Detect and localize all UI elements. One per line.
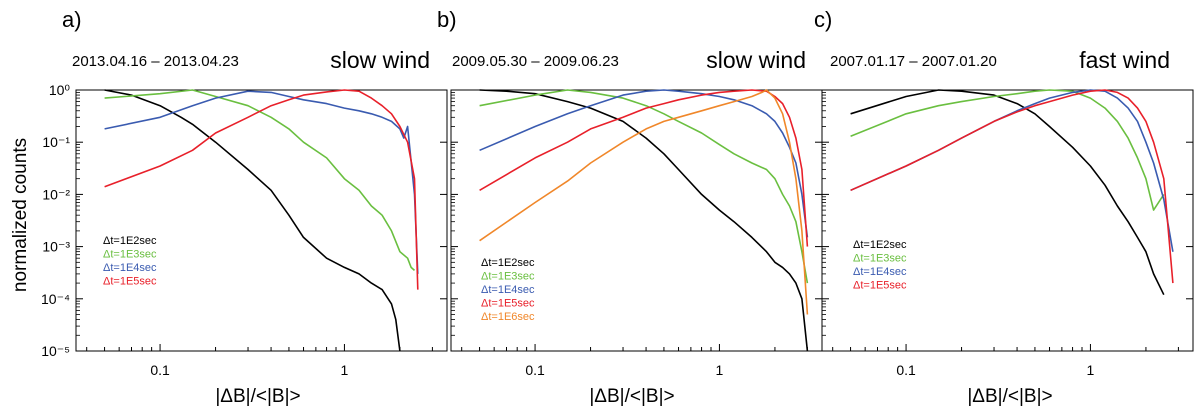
- series-line: [104, 89, 401, 352]
- y-axis-label: normalized counts: [10, 138, 31, 292]
- plot-area: 0.1 1 10⁰ 10⁻¹ 10⁻² 10⁻³ 10⁻⁴ 10⁻⁵ Δt=1E2sec Δt=1…: [41, 82, 448, 378]
- legend-entry: Δt=1E3sec: [481, 271, 535, 283]
- y-tick-label: 10⁻¹: [42, 134, 70, 150]
- x-axis-label: |ΔB|/<|B|>: [215, 386, 300, 407]
- series-line: [479, 89, 809, 247]
- wind-label: slow wind: [330, 47, 430, 73]
- legend-entry: Δt=1E6sec: [481, 311, 535, 323]
- date-range: 2007.01.17 – 2007.01.20: [830, 53, 997, 70]
- x-tick-label: 1: [716, 362, 724, 378]
- legend-entry: Δt=1E3sec: [853, 253, 907, 265]
- legend-entry: Δt=1E4sec: [103, 262, 157, 274]
- series-line: [850, 89, 1174, 284]
- series-line: [479, 89, 809, 284]
- wind-label: fast wind: [1079, 47, 1170, 73]
- plot-frame: [75, 89, 448, 352]
- series-line: [104, 89, 419, 290]
- panel-letter: a): [62, 7, 82, 32]
- x-tick-label: 1: [1087, 362, 1095, 378]
- x-tick-label: 1: [341, 362, 349, 378]
- series-line: [104, 89, 416, 271]
- legend-entry: Δt=1E2sec: [481, 257, 535, 269]
- panel-letter: c): [814, 7, 832, 32]
- x-axis-label: |ΔB|/<|B|>: [589, 386, 674, 407]
- x-tick-label: 0.1: [896, 362, 916, 378]
- x-tick-label: 0.1: [150, 362, 170, 378]
- plot-frame: [821, 89, 1194, 352]
- x-axis-label: |ΔB|/<|B|>: [967, 386, 1052, 407]
- legend-entry: Δt=1E2sec: [103, 235, 157, 247]
- series-line: [850, 89, 1165, 296]
- series-line: [479, 89, 809, 315]
- legend-entry: Δt=1E5sec: [853, 280, 907, 292]
- y-tick-label: 10⁰: [49, 82, 71, 98]
- legend-entry: Δt=1E2sec: [853, 239, 907, 251]
- series-line: [479, 89, 809, 238]
- legend-entry: Δt=1E5sec: [103, 276, 157, 288]
- wind-label: slow wind: [706, 47, 806, 73]
- series-line: [479, 89, 809, 352]
- panel-b: b) 2009.05.30 – 2009.06.23 slow wind |ΔB…: [437, 7, 823, 407]
- panel-c: c) 2007.01.17 – 2007.01.20 fast wind |ΔB…: [814, 7, 1194, 407]
- legend-entry: Δt=1E5sec: [481, 298, 535, 310]
- legend-entry: Δt=1E4sec: [481, 284, 535, 296]
- series-line: [850, 89, 1165, 211]
- y-tick-label: 10⁻²: [42, 186, 70, 202]
- date-range: 2013.04.16 – 2013.04.23: [72, 53, 239, 70]
- y-tick-label: 10⁻⁴: [41, 291, 70, 307]
- y-tick-label: 10⁻⁵: [41, 343, 70, 359]
- panel-a: a) 2013.04.16 – 2013.04.23 slow wind |ΔB…: [41, 7, 448, 407]
- legend-entry: Δt=1E4sec: [853, 266, 907, 278]
- panel-letter: b): [437, 7, 457, 32]
- series-line: [104, 90, 419, 274]
- legend-entry: Δt=1E3sec: [103, 249, 157, 261]
- date-range: 2009.05.30 – 2009.06.23: [452, 53, 619, 70]
- x-tick-label: 0.1: [525, 362, 545, 378]
- y-tick-label: 10⁻³: [42, 239, 70, 255]
